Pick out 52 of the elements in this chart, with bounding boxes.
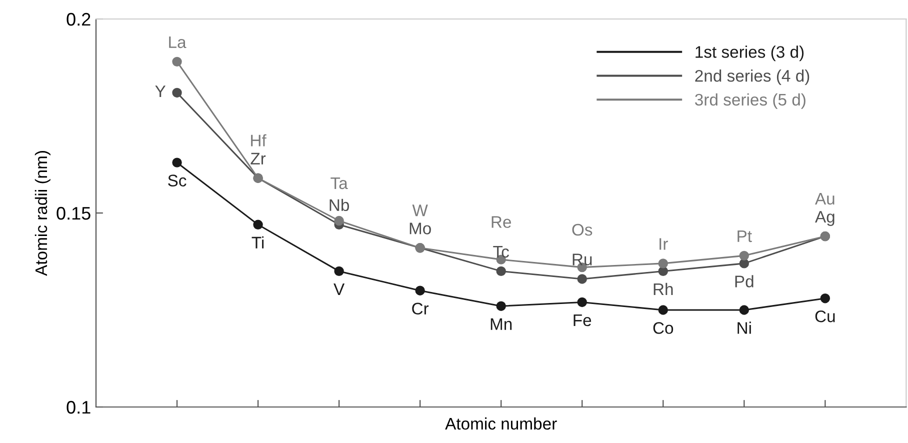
data-label: Tc xyxy=(493,246,509,258)
y-tick-label: 0.2 xyxy=(66,12,90,26)
point xyxy=(820,294,830,304)
point xyxy=(172,88,182,98)
point xyxy=(172,56,182,67)
data-label: Rh xyxy=(654,282,673,295)
text: 3rd series (5 d) xyxy=(695,93,806,109)
point xyxy=(496,301,506,311)
data-label: Ni xyxy=(738,322,751,334)
text: 1st series (3 d) xyxy=(696,46,804,62)
data-label: Re xyxy=(492,216,512,228)
data-label: Co xyxy=(653,322,674,334)
data-label: Sc xyxy=(168,174,186,186)
point xyxy=(739,250,750,261)
data-label: La xyxy=(169,36,186,48)
point xyxy=(334,266,344,276)
point xyxy=(658,266,668,276)
point xyxy=(658,305,668,315)
data-label: Cr xyxy=(412,302,429,315)
data-label: Ir xyxy=(660,238,668,250)
point xyxy=(415,286,425,296)
data-label: Zr xyxy=(250,152,266,164)
point xyxy=(496,266,506,276)
point xyxy=(658,258,668,268)
data-label: Y xyxy=(155,86,166,98)
data-label: V xyxy=(334,283,345,295)
data-label: Au xyxy=(815,193,834,205)
data-label: Mn xyxy=(490,318,512,330)
data-label: Hf xyxy=(251,134,266,146)
point xyxy=(577,297,587,308)
data-label: Ti xyxy=(252,236,264,248)
data-label: Ta xyxy=(330,177,348,190)
point xyxy=(739,305,750,315)
data-label: W xyxy=(412,204,428,216)
point xyxy=(334,216,344,226)
data-label: Cu xyxy=(815,310,835,322)
data-label: Nb xyxy=(330,198,350,212)
x-axis-title: Atomic number xyxy=(445,417,557,430)
text: 2nd series (4 d) xyxy=(695,70,810,86)
data-label: Pt xyxy=(738,230,752,242)
y-tick-label: 0.15 xyxy=(56,206,90,220)
data-label: Os xyxy=(572,224,592,236)
data-label: Mo xyxy=(410,222,431,234)
y-tick-label: 0.1 xyxy=(66,400,90,414)
data-label: Ru xyxy=(572,254,592,266)
point xyxy=(253,220,263,230)
y-axis-title: Atomic radii (nm) xyxy=(34,151,50,276)
data-label: Fe xyxy=(574,314,592,326)
data-label: Pd xyxy=(735,275,754,288)
point xyxy=(577,274,587,284)
data-label: Ag xyxy=(815,211,834,226)
point xyxy=(172,158,182,168)
